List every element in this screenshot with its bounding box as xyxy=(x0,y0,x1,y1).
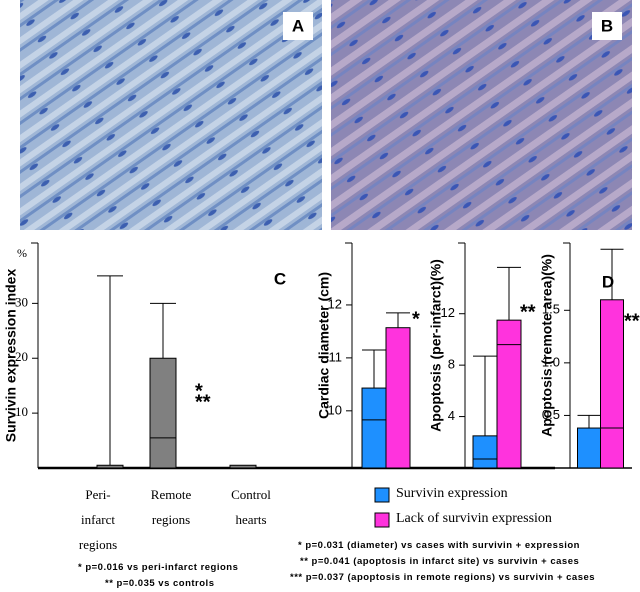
y-unit: % xyxy=(17,246,27,260)
footnote: * p=0.016 vs peri-infarct regions xyxy=(78,562,239,573)
significance-mark: * xyxy=(412,308,420,330)
bar xyxy=(472,435,498,469)
significance-mark: ** xyxy=(195,391,211,413)
legend-swatch xyxy=(374,512,390,528)
y-tick-label: 1.0 xyxy=(542,354,560,369)
y-tick-label: 12 xyxy=(441,305,455,320)
bar xyxy=(149,357,177,469)
y-tick-label: 10 xyxy=(15,404,28,419)
y-tick-label: 10 xyxy=(328,402,342,417)
footnote: * p=0.031 (diameter) vs cases with survi… xyxy=(298,540,580,551)
y-axis-title: Cardiac diameter (cm) xyxy=(316,272,332,419)
label-box xyxy=(592,12,622,40)
micrograph-b xyxy=(331,0,632,230)
footnote: ** p=0.035 vs controls xyxy=(105,578,215,589)
bar xyxy=(496,319,522,469)
significance-mark: ** xyxy=(520,301,536,323)
y-tick-label: 0.5 xyxy=(542,407,560,422)
significance-mark: * xyxy=(195,380,203,402)
y-tick-label: 12 xyxy=(328,296,342,311)
y-tick-label: 30 xyxy=(15,294,28,309)
bar xyxy=(577,427,601,469)
y-tick-label: 4 xyxy=(448,408,455,423)
y-axis-title: Survivin expression index xyxy=(3,269,19,443)
micrograph-a xyxy=(20,0,322,230)
y-tick-label: 1.5 xyxy=(542,302,560,317)
bar xyxy=(361,387,387,469)
y-tick-label: 8 xyxy=(448,357,455,372)
x-tick-label: Remote regions xyxy=(150,487,192,527)
panel-label: D xyxy=(602,272,614,291)
bar xyxy=(96,464,124,469)
legend-label: Survivin expression xyxy=(396,486,508,501)
y-axis-title: Apoptosis (remote area)(%) xyxy=(539,254,555,437)
x-tick-label: Control hearts xyxy=(231,487,271,527)
footnote: ** p=0.041 (apoptosis in infarct site) v… xyxy=(300,556,580,567)
bar xyxy=(229,464,257,469)
bar xyxy=(600,299,624,469)
label-box xyxy=(283,12,313,40)
panel-label: C xyxy=(274,269,286,288)
footnote: *** p=0.037 (apoptosis in remote regions… xyxy=(290,572,596,583)
panel-label: B xyxy=(601,16,613,35)
legend-label: Lack of survivin expression xyxy=(396,511,552,526)
panel-label: A xyxy=(292,16,304,35)
bar xyxy=(385,327,411,469)
significance-mark: *** xyxy=(624,310,640,332)
legend-swatch xyxy=(374,487,390,503)
x-tick-label: Peri-infarct regions xyxy=(78,487,118,552)
y-tick-label: 11 xyxy=(329,349,343,364)
y-axis-title: Apoptosis (per-infarct)(%) xyxy=(428,259,444,432)
y-tick-label: 20 xyxy=(15,349,28,364)
